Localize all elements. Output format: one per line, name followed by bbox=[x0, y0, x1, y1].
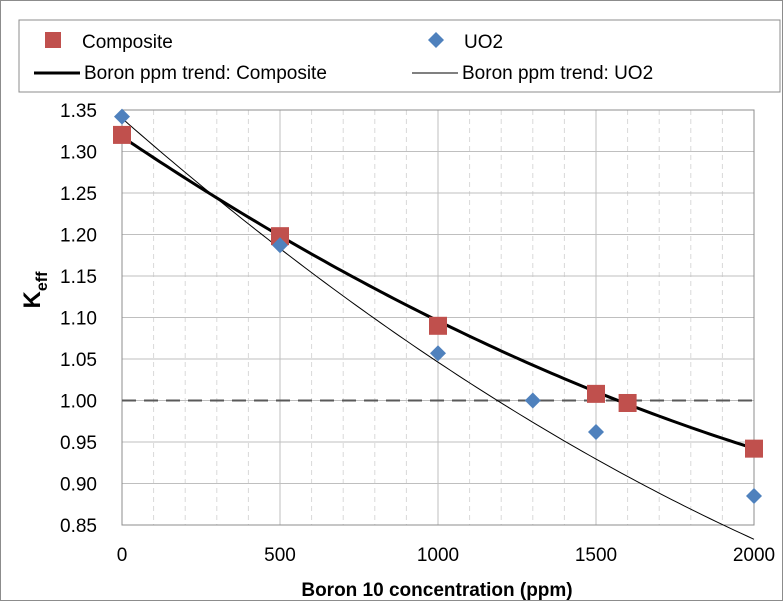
uo2-point bbox=[524, 392, 541, 409]
x-axis-title: Boron 10 concentration (ppm) bbox=[301, 580, 572, 601]
legend-marker-composite bbox=[45, 32, 61, 48]
composite-point bbox=[113, 125, 131, 144]
legend-label-uo2-trend: Boron ppm trend: UO2 bbox=[462, 63, 653, 84]
legend: Composite UO2 Boron ppm trend: Composite… bbox=[18, 19, 781, 93]
y-tick-label: 1.05 bbox=[60, 350, 97, 371]
y-tick-label: 0.90 bbox=[60, 475, 97, 496]
composite-point bbox=[271, 227, 289, 246]
x-tick-label: 2000 bbox=[733, 545, 775, 566]
y-tick-label: 1.15 bbox=[60, 267, 97, 288]
uo2-point bbox=[114, 108, 130, 125]
y-tick-label: 1.35 bbox=[60, 101, 97, 122]
x-tick-label: 1500 bbox=[575, 545, 617, 566]
y-axis-title-sub: eff bbox=[34, 271, 51, 291]
y-tick-label: 0.95 bbox=[60, 433, 97, 454]
y-axis-title: Keff bbox=[19, 271, 51, 309]
legend-box bbox=[18, 19, 781, 93]
composite-point bbox=[618, 393, 637, 412]
y-tick-label: 0.85 bbox=[60, 516, 97, 537]
data-markers bbox=[113, 108, 763, 504]
x-tick-label: 1000 bbox=[417, 545, 459, 566]
y-tick-label: 1.00 bbox=[60, 392, 97, 413]
uo2-trendline bbox=[121, 117, 755, 540]
y-tick-label: 1.30 bbox=[60, 143, 97, 164]
uo2-point bbox=[272, 237, 288, 254]
legend-label-uo2: UO2 bbox=[464, 32, 503, 53]
legend-label-composite-trend: Boron ppm trend: Composite bbox=[84, 63, 327, 84]
legend-marker-uo2 bbox=[428, 32, 444, 48]
composite-point bbox=[745, 439, 763, 458]
y-tick-label: 1.25 bbox=[60, 184, 97, 205]
composite-point bbox=[429, 316, 447, 335]
y-tick-label: 1.10 bbox=[60, 309, 97, 330]
x-tick-label: 500 bbox=[264, 545, 296, 566]
uo2-point bbox=[746, 487, 762, 504]
plot-area bbox=[121, 109, 755, 526]
uo2-point bbox=[588, 424, 604, 441]
x-axis-tick-labels: 0 500 1000 1500 2000 bbox=[117, 545, 775, 566]
y-tick-label: 1.20 bbox=[60, 226, 97, 247]
composite-point bbox=[587, 384, 605, 403]
y-axis-tick-labels: 0.85 0.90 0.95 1.00 1.05 1.10 1.15 1.20 1.25 1.30… bbox=[60, 101, 97, 537]
uo2-point bbox=[430, 345, 446, 362]
y-axis-title-main: K bbox=[19, 290, 46, 308]
legend-label-composite: Composite bbox=[82, 32, 173, 53]
x-tick-label: 0 bbox=[117, 545, 128, 566]
